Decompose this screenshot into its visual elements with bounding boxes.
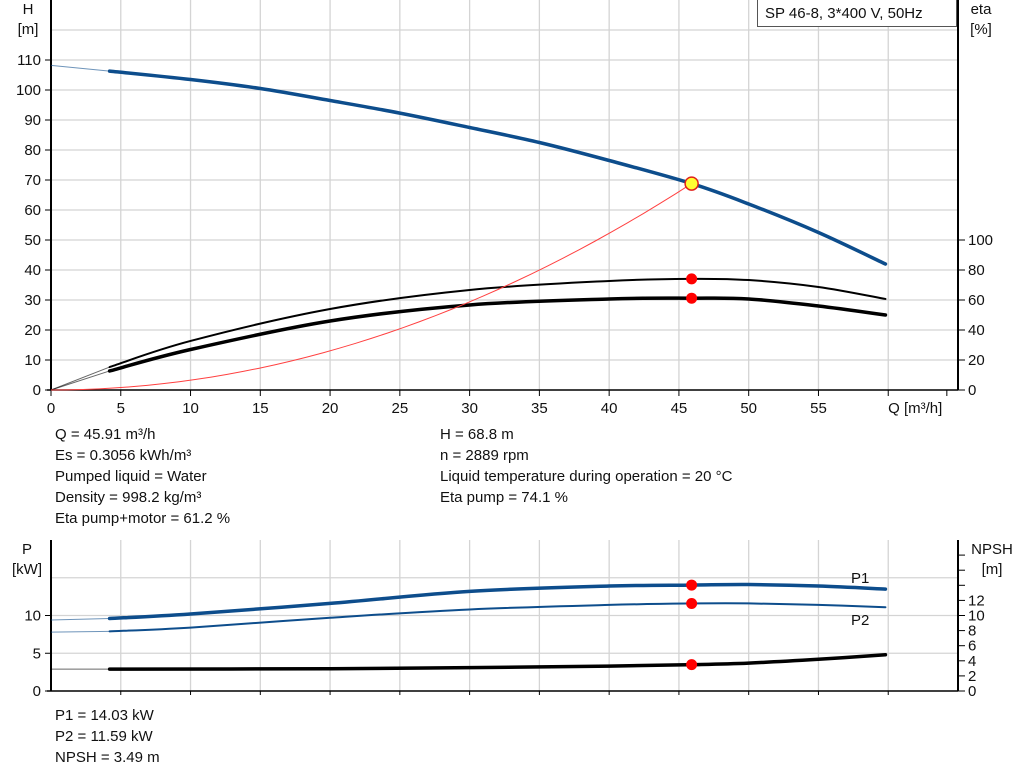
y-axis-title-right: eta — [971, 1, 993, 18]
y-tick-label-right: 2 — [968, 668, 976, 685]
duty-point-npsh — [686, 659, 698, 671]
info-eta-pump-motor: Eta pump+motor = 61.2 % — [55, 510, 231, 527]
info-top-right: H = 68.8 m n = 2889 rpm Liquid temperatu… — [440, 424, 732, 508]
x-tick-label: 35 — [531, 400, 548, 417]
y-tick-label-right: 12 — [968, 592, 985, 609]
y-tick-label-right: 10 — [968, 608, 985, 625]
duty-point-p2 — [686, 597, 698, 609]
x-tick-label: 55 — [810, 400, 827, 417]
y-tick-label-left: 0 — [33, 382, 41, 399]
y-tick-label-left: 5 — [33, 645, 41, 662]
info-n: n = 2889 rpm — [440, 447, 529, 464]
info-es: Es = 0.3056 kWh/m³ — [55, 447, 192, 464]
x-tick-label: 0 — [47, 400, 55, 417]
y-axis-title-left-unit: [m] — [18, 21, 39, 38]
y-tick-label-right: 0 — [968, 382, 976, 399]
y-axis-title-right-unit: [%] — [970, 21, 992, 38]
duty-point-head — [684, 176, 699, 191]
y-tick-label-right: 0 — [968, 683, 976, 700]
info-npsh: NPSH = 3.49 m — [55, 749, 160, 766]
x-axis-title: Q [m³/h] — [888, 400, 942, 417]
npsh-curve — [107, 653, 888, 671]
info-eta-pump: Eta pump = 74.1 % — [440, 489, 568, 506]
y-axis-title-left: P — [22, 541, 32, 558]
series-label-p1: P1 — [851, 570, 869, 587]
y-tick-label-right: 6 — [968, 638, 976, 655]
eta-pump-curve — [108, 277, 887, 369]
y-tick-label-left: 40 — [24, 262, 41, 279]
p1-curve — [107, 582, 888, 621]
y-tick-label-left: 0 — [33, 683, 41, 700]
p2-extrapolated-line — [50, 630, 110, 633]
y-tick-label-left: 80 — [24, 142, 41, 159]
duty-point-eta-pump — [686, 273, 698, 285]
series-label-p2: P2 — [851, 612, 869, 629]
y-tick-label-right: 100 — [968, 232, 993, 249]
y-tick-label-right: 4 — [968, 653, 976, 670]
y-tick-label-right: 80 — [968, 262, 985, 279]
x-tick-label: 30 — [461, 400, 478, 417]
y-tick-label-right: 20 — [968, 352, 985, 369]
y-tick-label-left: 50 — [24, 232, 41, 249]
y-tick-label-left: 70 — [24, 172, 41, 189]
eta-pump-motor-extrapolated-line — [50, 370, 110, 391]
y-tick-label-right: 40 — [968, 322, 985, 339]
y-axis-title-left: H — [23, 1, 34, 18]
info-h: H = 68.8 m — [440, 426, 514, 443]
info-bottom: P1 = 14.03 kW P2 = 11.59 kW NPSH = 3.49 … — [55, 705, 160, 768]
info-liquid: Pumped liquid = Water — [55, 468, 207, 485]
eta-pump-extrapolated-line — [50, 366, 110, 391]
x-tick-label: 50 — [740, 400, 757, 417]
x-tick-label: 40 — [601, 400, 618, 417]
p2-curve — [108, 602, 887, 633]
y-tick-label-left: 100 — [16, 82, 41, 99]
y-tick-label-left: 90 — [24, 112, 41, 129]
x-tick-label: 5 — [117, 400, 125, 417]
y-tick-label-right: 60 — [968, 292, 985, 309]
y-axis-title-left-unit: [kW] — [12, 561, 42, 578]
system-curve-curve — [50, 183, 692, 391]
x-tick-label: 15 — [252, 400, 269, 417]
y-tick-label-left: 110 — [17, 52, 41, 69]
info-p2: P2 = 11.59 kW — [55, 728, 153, 745]
y-tick-label-left: 10 — [24, 608, 41, 625]
y-tick-label-left: 10 — [24, 352, 41, 369]
info-p1: P1 = 14.03 kW — [55, 707, 154, 724]
y-tick-label-left: 30 — [24, 292, 41, 309]
y-axis-title-right-unit: [m] — [982, 561, 1003, 578]
y-tick-label-left: 20 — [24, 322, 41, 339]
h-curve — [107, 69, 888, 266]
p1-extrapolated-line — [50, 618, 110, 621]
eta-pump-motor-curve — [107, 296, 888, 373]
info-density: Density = 998.2 kg/m³ — [55, 489, 202, 506]
h-extrapolated-line — [50, 64, 110, 72]
y-axis-title-right: NPSH — [971, 541, 1013, 558]
x-tick-label: 45 — [671, 400, 688, 417]
duty-point-p1 — [686, 579, 698, 591]
x-tick-label: 10 — [182, 400, 199, 417]
y-tick-label-right: 8 — [968, 623, 976, 640]
x-tick-label: 25 — [392, 400, 409, 417]
info-temp: Liquid temperature during operation = 20… — [440, 468, 733, 485]
x-tick-label: 20 — [322, 400, 339, 417]
legend-box: SP 46-8, 3*400 V, 50Hz — [757, 0, 957, 27]
y-tick-label-left: 60 — [24, 202, 41, 219]
info-top-left: Q = 45.91 m³/h Es = 0.3056 kWh/m³ Pumped… — [55, 424, 230, 529]
duty-point-eta-pump-motor — [686, 292, 698, 304]
info-q: Q = 45.91 m³/h — [55, 426, 156, 443]
